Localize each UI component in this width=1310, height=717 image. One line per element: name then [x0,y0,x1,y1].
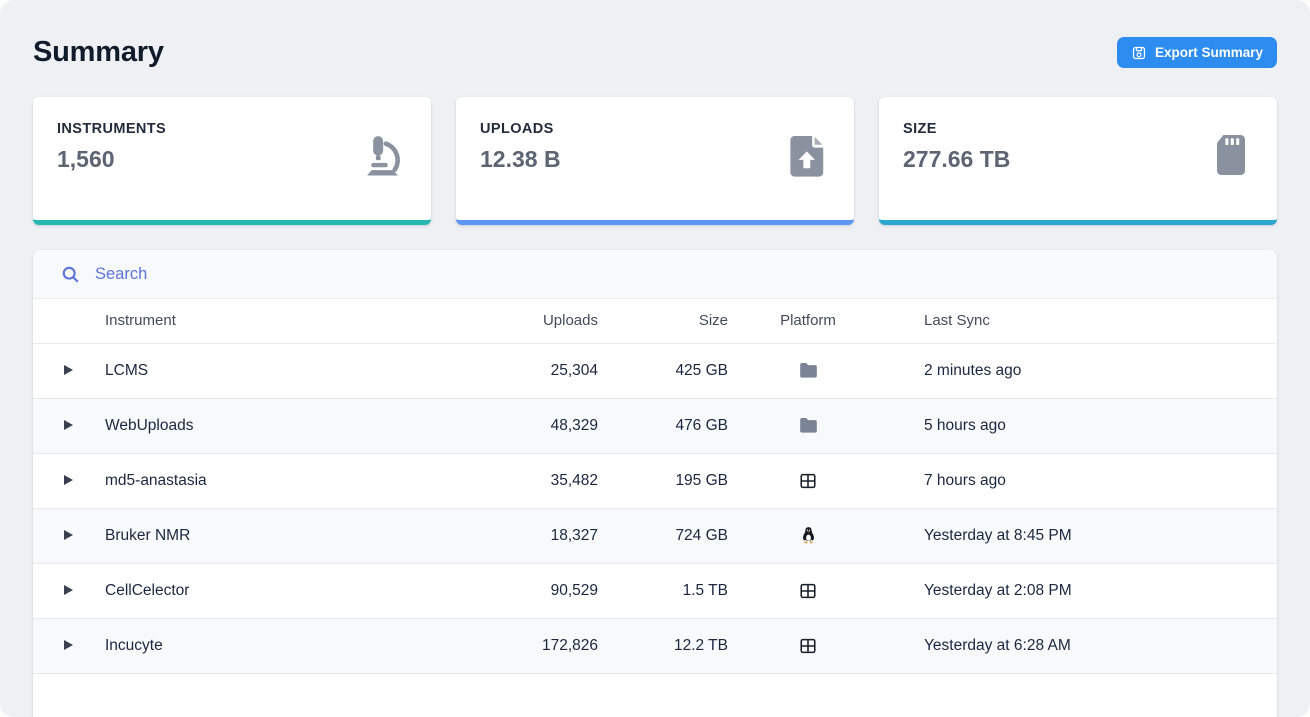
folder-icon [728,362,888,379]
uploads-cell: 25,304 [550,361,598,379]
table-row[interactable]: md5-anastasia 35,482 195 GB 7 hours ago [33,453,1277,508]
linux-platform-cell [728,508,888,563]
expand-row-caret-icon[interactable] [64,529,73,540]
page-header: Summary Export Summary [33,0,1277,97]
table-row[interactable]: CellCelector 90,529 1.5 TB Yesterday at … [33,563,1277,618]
search-bar[interactable] [33,250,1277,299]
uploads-cell: 172,826 [541,636,598,654]
column-header-instrument: Instrument [105,312,176,330]
table-row-partial [33,673,1277,717]
last-sync-cell: Yesterday at 2:08 PM [924,581,1072,599]
folder-platform-cell [728,343,888,398]
stat-card-uploads: UPLOADS 12.38 B [456,97,854,225]
instrument-name-cell: WebUploads [105,416,194,434]
folder-icon [728,417,888,434]
table-row[interactable]: Incucyte 172,826 12.2 TB Yesterday at 6:… [33,618,1277,673]
instrument-name-cell: CellCelector [105,581,190,599]
column-header-uploads: Uploads [542,312,598,330]
uploads-cell: 48,329 [550,416,598,434]
last-sync-cell: Yesterday at 8:45 PM [924,526,1072,544]
instruments-table-card: Instrument Uploads Size Platform Last Sy… [33,250,1277,717]
table-row[interactable]: WebUploads 48,329 476 GB 5 hours ago [33,398,1277,453]
uploads-cell: 35,482 [550,471,598,489]
file-upload-icon [786,133,828,184]
size-cell: 476 GB [675,416,728,434]
size-cell: 724 GB [675,526,728,544]
last-sync-cell: 2 minutes ago [924,361,1022,379]
export-icon [1131,45,1147,61]
search-icon [60,264,81,285]
last-sync-cell: Yesterday at 6:28 AM [924,636,1071,654]
stat-card-size: SIZE 277.66 TB [879,97,1277,225]
instruments-table: Instrument Uploads Size Platform Last Sy… [33,299,1277,717]
windows-platform-cell [728,453,888,508]
column-header-last-sync: Last Sync [924,312,990,330]
microscope-icon [359,133,405,184]
windows-icon [728,472,888,490]
uploads-cell: 18,327 [550,526,598,544]
table-header-row: Instrument Uploads Size Platform Last Sy… [33,299,1277,343]
expand-row-caret-icon[interactable] [64,584,73,595]
export-button-label: Export Summary [1154,45,1263,60]
column-header-platform: Platform [780,312,836,330]
stat-card-instruments: INSTRUMENTS 1,560 [33,97,431,225]
stat-label: UPLOADS [480,121,554,137]
windows-icon [728,637,888,655]
instrument-name-cell: md5-anastasia [105,471,207,489]
size-cell: 195 GB [675,471,728,489]
stats-row: INSTRUMENTS 1,560 UPLOADS 12.38 [33,97,1277,225]
column-header-size: Size [698,312,728,330]
table-row[interactable]: Bruker NMR 18,327 724 GB Yesterday at 8:… [33,508,1277,563]
instrument-name-cell: Incucyte [105,636,163,654]
stat-value: 12.38 B [480,146,561,172]
column-header-expander [33,299,105,343]
expand-row-caret-icon[interactable] [64,474,73,485]
size-cell: 425 GB [675,361,728,379]
instrument-name-cell: LCMS [105,361,149,379]
folder-platform-cell [728,398,888,453]
last-sync-cell: 7 hours ago [924,471,1006,489]
stat-label: INSTRUMENTS [57,121,167,137]
last-sync-cell: 5 hours ago [924,416,1006,434]
table-row[interactable]: LCMS 25,304 425 GB 2 minutes ago [33,343,1277,398]
stat-label: SIZE [903,121,937,137]
size-cell: 12.2 TB [673,636,728,654]
page-title: Summary [33,36,164,68]
windows-platform-cell [728,563,888,618]
expand-row-caret-icon[interactable] [64,419,73,430]
search-input[interactable] [95,264,1257,284]
size-cell: 1.5 TB [682,581,728,599]
stat-value: 277.66 TB [903,146,1011,172]
windows-platform-cell [728,618,888,673]
instrument-name-cell: Bruker NMR [105,526,191,544]
export-summary-button[interactable]: Export Summary [1116,37,1277,68]
sd-card-icon [1211,133,1251,182]
windows-icon [728,582,888,600]
expand-row-caret-icon[interactable] [64,639,73,650]
expand-row-caret-icon[interactable] [64,364,73,375]
linux-icon [728,526,888,545]
uploads-cell: 90,529 [550,581,598,599]
stat-value: 1,560 [57,146,115,172]
